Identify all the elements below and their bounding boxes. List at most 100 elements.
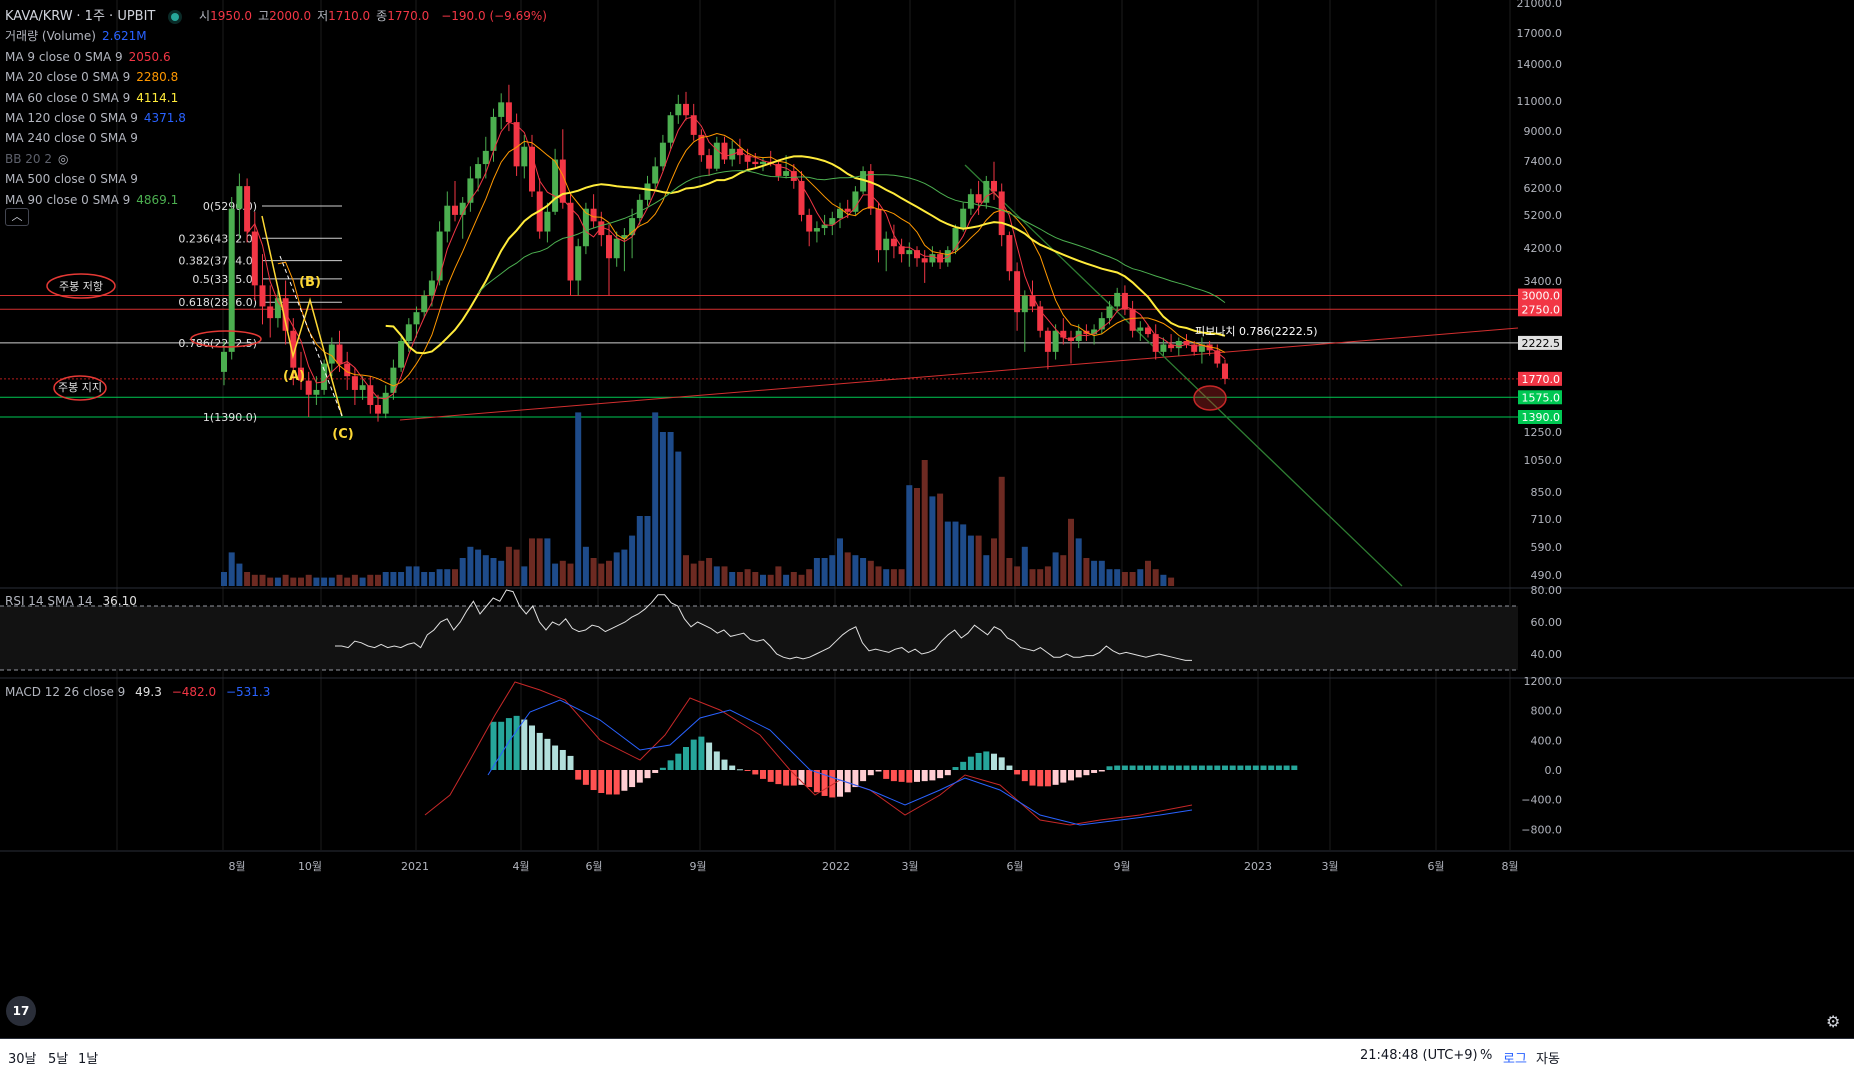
candle-body [652,166,659,184]
clock[interactable]: 21:48:48 (UTC+9) [1360,1048,1478,1063]
volume-bar [944,521,951,586]
indicator-row[interactable]: BB 20 2 ◎ [5,149,547,169]
candle-body [606,235,612,259]
candle-body [790,171,797,181]
candle-body [328,344,335,364]
tradingview-logo[interactable]: 17 [6,996,36,1026]
price-label-box [1518,335,1562,350]
ma20-line [277,132,1226,387]
volume-bar [498,560,505,586]
rsi-label[interactable]: RSI 14 SMA 14 [5,594,93,608]
indicator-row[interactable]: MA 9 close 0 SMA 9 2050.6 [5,47,547,67]
interval-label[interactable]: · 1주 · [76,9,118,24]
indicator-row[interactable]: MA 90 close 0 SMA 9 4869.1 [5,190,547,210]
price-tick-label: 6200.0 [1524,182,1563,195]
macd-histogram-bar [498,721,505,770]
auto-toggle[interactable]: 자동 [1536,1052,1560,1067]
wave-label: (B) [299,275,321,290]
candle-body [983,180,990,203]
candle-body [775,164,782,176]
candle-body [921,258,928,263]
volume-bar [821,558,828,586]
candle-body [806,214,813,232]
chart-canvas[interactable]: 0(5290.0) 0.236(4312.0) 0.382(3744.0) 0.5(3… [0,0,1854,1038]
collapse-legend-button[interactable]: ︿ [5,208,29,226]
resistance-note: 주봉 저항 [59,280,103,293]
percent-toggle[interactable]: % [1480,1048,1493,1063]
volume-bar [690,563,697,586]
volume-bar [336,574,343,586]
volume-bar [1083,558,1090,586]
macd-histogram-bar [914,770,920,782]
candle-body [875,208,882,251]
symbol-name[interactable]: KAVA/KRW [5,9,73,24]
candle-body [621,235,628,239]
macd-histogram-bar [675,753,682,770]
range-1d-button[interactable]: 1날 [78,1052,99,1067]
range-5d-button[interactable]: 5날 [48,1052,69,1067]
macd-histogram-bar [983,751,990,770]
indicator-row[interactable]: 거래량 (Volume) 2.621M [5,26,547,46]
volume-bar [906,485,913,586]
indicator-row[interactable]: MA 20 close 0 SMA 9 2280.8 [5,67,547,87]
log-toggle[interactable]: 로그 [1503,1052,1527,1067]
candle-body [1214,350,1221,364]
candle-body [459,202,466,215]
volume-bar [991,538,997,586]
volume-bar [713,566,720,586]
macd-histogram-bar [1083,770,1090,776]
candle-body [1121,292,1128,310]
candle-body [1106,306,1113,319]
rsi-line [335,589,1192,661]
candle-body [413,312,420,325]
candle-body [1091,329,1098,335]
candle-body [390,367,397,393]
candle-body [490,116,497,151]
volume-bar [867,560,874,586]
macd-histogram-bar [1183,765,1190,770]
macd-line-value: −482.0 [171,685,217,699]
volume-bar [1114,569,1121,586]
candle-body [436,231,443,281]
indicator-row[interactable]: MA 500 close 0 SMA 9 [5,169,547,189]
macd-histogram-bar [721,759,728,770]
price-label-box [1518,288,1562,303]
volume-bar [929,496,936,586]
indicator-row[interactable]: MA 120 close 0 SMA 9 4371.8 [5,108,547,128]
indicator-label: BB 20 2 [5,151,52,166]
macd-histogram-bar [1206,765,1213,770]
candle-body [690,115,697,135]
indicator-row[interactable]: MA 240 close 0 SMA 9 [5,128,547,148]
volume-bar [967,535,974,586]
candle-body [321,363,328,390]
eye-hidden-icon[interactable]: ◎ [58,151,69,166]
macd-histogram-bar [529,725,535,770]
candle-body [559,159,566,203]
indicator-row[interactable]: MA 60 close 0 SMA 9 4114.1 [5,88,547,108]
candle-body [298,367,304,381]
candle-body [844,208,851,212]
macd-histogram-bar [1114,765,1121,770]
macd-histogram-bar [806,770,813,788]
candle-body [1145,327,1151,335]
volume-bar [467,546,474,586]
candle-body [675,103,682,116]
candle-body [359,385,366,390]
volume-bar [844,552,851,586]
candle-body [952,228,959,251]
volume-bar [536,538,543,586]
volume-bar [875,566,882,586]
candle-body [837,208,843,219]
candle-body [544,211,551,232]
candle-body [852,191,859,212]
macd-histogram-bar [767,770,774,782]
macd-signal-line [487,699,1193,826]
volume-bar [398,572,405,586]
candle-body [467,178,474,203]
volume-bar [513,549,520,586]
macd-label[interactable]: MACD 12 26 close 9 [5,685,126,699]
gear-icon[interactable]: ⚙ [1826,1012,1841,1031]
range-30d-button[interactable]: 30날 [8,1052,37,1067]
price-label: 1770.0 [1522,373,1561,386]
volume-bar [1106,569,1113,586]
